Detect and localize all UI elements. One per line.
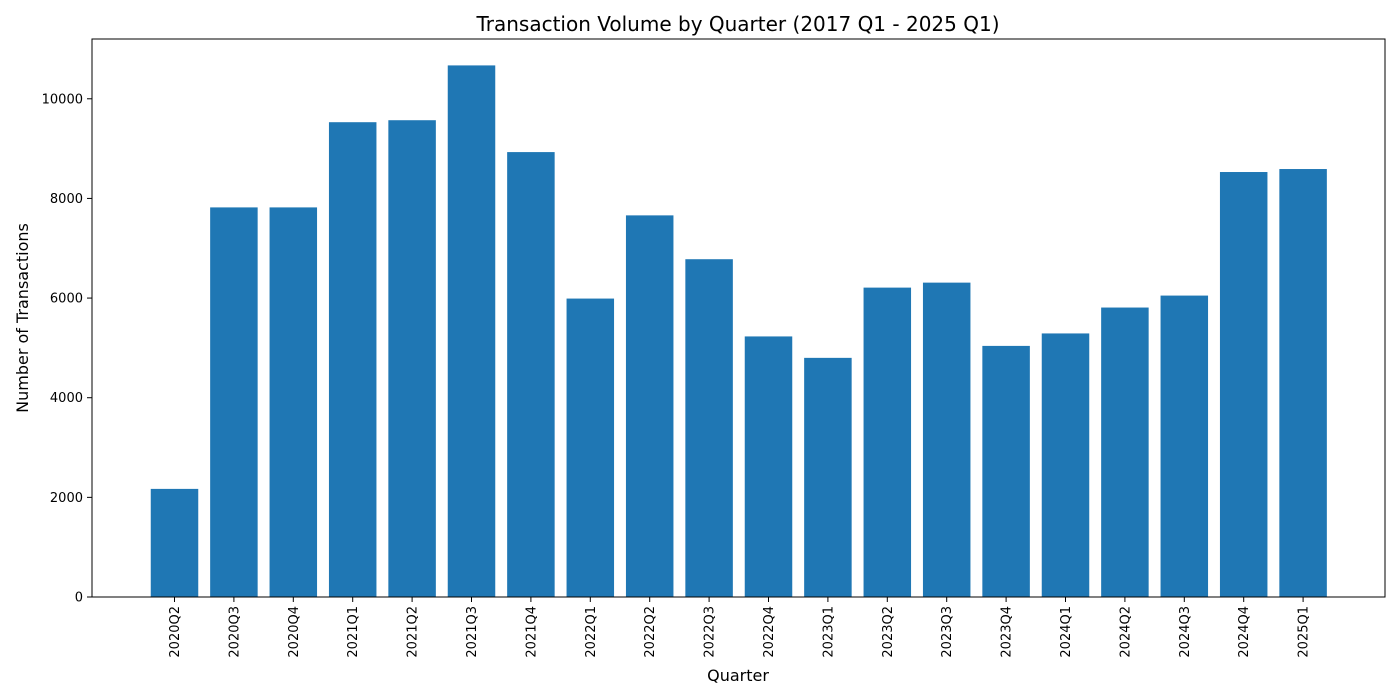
y-tick-label: 10000	[42, 92, 83, 107]
bar-2020Q3	[210, 207, 258, 597]
x-tick-label: 2023Q3	[940, 606, 955, 658]
bar-2021Q1	[328, 122, 377, 597]
y-tick-label: 8000	[50, 192, 83, 207]
y-tick-label: 4000	[50, 391, 83, 406]
x-tick-label: 2023Q2	[881, 606, 896, 658]
x-tick-label: 2020Q4	[287, 606, 302, 658]
plot-frame	[91, 38, 1386, 598]
bar-2021Q2	[388, 120, 436, 598]
bar-2022Q2	[625, 215, 674, 597]
bar-2022Q1	[566, 298, 615, 597]
bar-2024Q1	[1041, 333, 1090, 597]
y-tick-label: 2000	[50, 491, 83, 506]
x-tick-label: 2021Q1	[346, 606, 361, 658]
x-tick-label: 2021Q3	[465, 606, 480, 658]
x-tick-label: 2022Q3	[703, 606, 718, 658]
bar-2022Q4	[744, 336, 793, 597]
x-tick-label: 2024Q4	[1237, 606, 1252, 658]
bar-2024Q4	[1219, 172, 1268, 597]
y-tick-label: 0	[75, 591, 83, 606]
x-tick-label: 2020Q3	[227, 606, 242, 658]
bar-2023Q3	[922, 282, 971, 597]
bar-2021Q3	[447, 65, 496, 597]
x-axis-label: Quarter	[707, 666, 769, 685]
bar-2023Q2	[863, 287, 912, 597]
x-axis: 2020Q2 2020Q3 2020Q4 2021Q1 2021Q2 2021Q3 2021…	[168, 597, 1312, 658]
x-tick-label: 2024Q1	[1059, 606, 1074, 658]
x-tick-label: 2024Q2	[1118, 606, 1133, 658]
x-tick-label: 2024Q3	[1178, 606, 1193, 658]
x-tick-label: 2023Q1	[821, 606, 836, 658]
bar-2020Q2	[150, 488, 199, 597]
y-axis: 0 2000 4000 6000 8000 10000	[42, 92, 92, 606]
x-tick-label: 2023Q4	[1000, 606, 1015, 658]
y-tick-label: 6000	[50, 292, 83, 307]
x-tick-label: 2021Q4	[524, 606, 539, 658]
x-tick-label: 2021Q2	[406, 606, 421, 658]
x-tick-label: 2022Q1	[584, 606, 599, 658]
bar-2025Q1	[1279, 169, 1327, 597]
chart-title: Transaction Volume by Quarter (2017 Q1 -…	[475, 12, 999, 36]
bar-2024Q2	[1101, 307, 1149, 597]
bar-2022Q3	[685, 259, 733, 597]
bar-2023Q4	[982, 345, 1030, 597]
bars-layer	[150, 65, 1327, 598]
bar-2024Q3	[1160, 295, 1209, 597]
bar-2020Q4	[269, 207, 318, 597]
bar-2023Q1	[804, 357, 852, 597]
y-axis-label: Number of Transactions	[13, 223, 32, 413]
x-tick-label: 2022Q2	[643, 606, 658, 658]
bar-2021Q4	[507, 152, 555, 597]
x-tick-label: 2025Q1	[1297, 606, 1312, 658]
x-tick-label: 2020Q2	[168, 606, 183, 658]
x-tick-label: 2022Q4	[762, 606, 777, 658]
